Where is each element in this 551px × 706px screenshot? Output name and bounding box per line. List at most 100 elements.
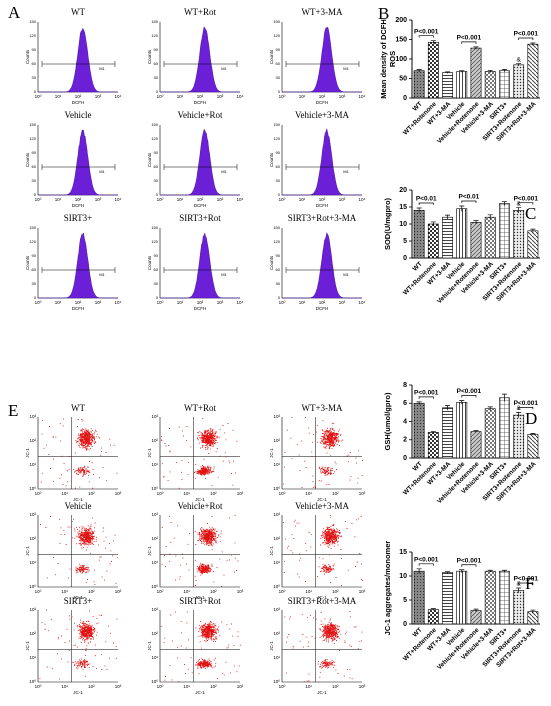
x-tick-label: 10³ [115, 684, 122, 689]
x-tick-label: 10² [197, 197, 204, 202]
significance-label: P<0.001 [514, 195, 539, 202]
bar [427, 223, 439, 259]
plot-title: Vehicle [65, 501, 92, 511]
histogram [160, 26, 240, 93]
y-tick-label: 10⁰ [273, 679, 280, 684]
gate-label: M1 [221, 66, 227, 71]
x-axis-label: JC-1 [195, 690, 205, 695]
panel-letter: F [525, 574, 534, 593]
x-tick-label: 10² [210, 684, 217, 689]
bar [499, 203, 510, 259]
y-tick-label: 120 [29, 239, 36, 244]
gate-label: M1 [221, 272, 227, 277]
gate-label: M1 [343, 272, 349, 277]
panel-letter: E [8, 401, 18, 420]
error-bar [445, 71, 451, 74]
y-tick-label: 8 [403, 382, 407, 389]
y-tick-label: 60 [276, 267, 281, 272]
bar [527, 230, 539, 259]
error-bar [501, 201, 507, 206]
y-axis-label: Counts [147, 255, 152, 270]
x-tick-label: 10⁴ [359, 94, 366, 99]
error-bar [530, 42, 536, 46]
x-axis-label: DCFH [72, 203, 85, 208]
y-tick-label: 100 [395, 56, 407, 63]
y-axis-label: Counts [269, 255, 274, 270]
y-tick-label: 30 [154, 75, 159, 80]
x-axis-label: DCFH [194, 203, 207, 208]
axes [37, 610, 118, 683]
bar [470, 610, 482, 625]
bar [513, 210, 525, 259]
plot-title: Vehicle [65, 110, 92, 120]
y-tick-label: 5 [403, 238, 407, 245]
y-tick-label: 0 [156, 89, 159, 94]
axes [159, 515, 240, 588]
error-bar [487, 406, 493, 411]
y-tick-label: 90 [32, 47, 37, 52]
plot-title: WT+Rot [184, 7, 217, 17]
gate-label: M1 [99, 66, 105, 71]
error-bar [430, 608, 436, 611]
bar [413, 402, 425, 459]
gate [163, 61, 238, 67]
y-tick-label: 15 [399, 549, 407, 556]
gate [41, 267, 116, 273]
y-tick-label: 0 [34, 295, 37, 300]
y-tick-label: 0 [403, 455, 407, 462]
error-bar [459, 400, 465, 405]
x-axis-label: JC-1 [73, 595, 83, 600]
y-tick-label: 10⁰ [273, 584, 280, 589]
y-tick-label: 30 [276, 75, 281, 80]
y-tick-label: 0 [156, 192, 159, 197]
gate [41, 61, 116, 67]
x-tick-label: 10² [319, 197, 326, 202]
error-bar [487, 569, 493, 573]
x-tick-label: 10⁰ [279, 684, 286, 689]
y-tick-label: 10² [273, 631, 280, 636]
y-tick-label: 2 [403, 437, 407, 444]
x-tick-label: 10³ [95, 94, 102, 99]
y-tick-label: 60 [276, 164, 281, 169]
y-tick-label: 0 [403, 95, 407, 102]
bar [456, 570, 468, 625]
y-tick-label: 10¹ [29, 560, 36, 565]
x-tick-label: 10¹ [177, 300, 184, 305]
y-tick-label: 10¹ [151, 462, 158, 467]
annotation: & [516, 581, 521, 588]
y-tick-label: 10⁰ [273, 486, 280, 491]
y-tick-label: 10⁰ [29, 584, 36, 589]
y-axis-label: JC-1 [269, 546, 274, 556]
y-tick-label: 30 [276, 178, 281, 183]
y-tick-label: 150 [151, 19, 158, 24]
axes [37, 515, 118, 588]
error-bar [473, 220, 479, 224]
error-bar [416, 401, 422, 405]
bar [413, 210, 425, 259]
x-axis-label: DCFH [316, 306, 329, 311]
bar [499, 397, 510, 459]
gate [285, 267, 360, 273]
x-tick-label: 10¹ [183, 491, 190, 496]
y-tick-label: 120 [273, 33, 280, 38]
bar [427, 609, 439, 625]
y-tick-label: 200 [395, 17, 407, 24]
y-tick-label: 90 [154, 253, 159, 258]
scatter-dots [284, 610, 363, 683]
x-tick-label: 10² [319, 300, 326, 305]
y-tick-label: 10³ [151, 607, 158, 612]
plot-title: SIRT3+ [64, 213, 93, 223]
y-tick-label: 10¹ [273, 655, 280, 660]
y-tick-label: 10¹ [151, 560, 158, 565]
y-axis-label: JC-1 [25, 448, 30, 458]
histogram [38, 129, 118, 196]
x-tick-label: 10¹ [299, 94, 306, 99]
bar [456, 208, 468, 259]
y-tick-label: 10³ [273, 414, 280, 419]
plot-title: SIRT3+Rot+3-MA [288, 596, 357, 606]
significance-label: P<0.01 [458, 194, 479, 201]
axes [281, 417, 362, 490]
x-tick-label: 10⁴ [115, 300, 122, 305]
y-tick-label: 30 [276, 281, 281, 286]
y-tick-label: 120 [151, 239, 158, 244]
